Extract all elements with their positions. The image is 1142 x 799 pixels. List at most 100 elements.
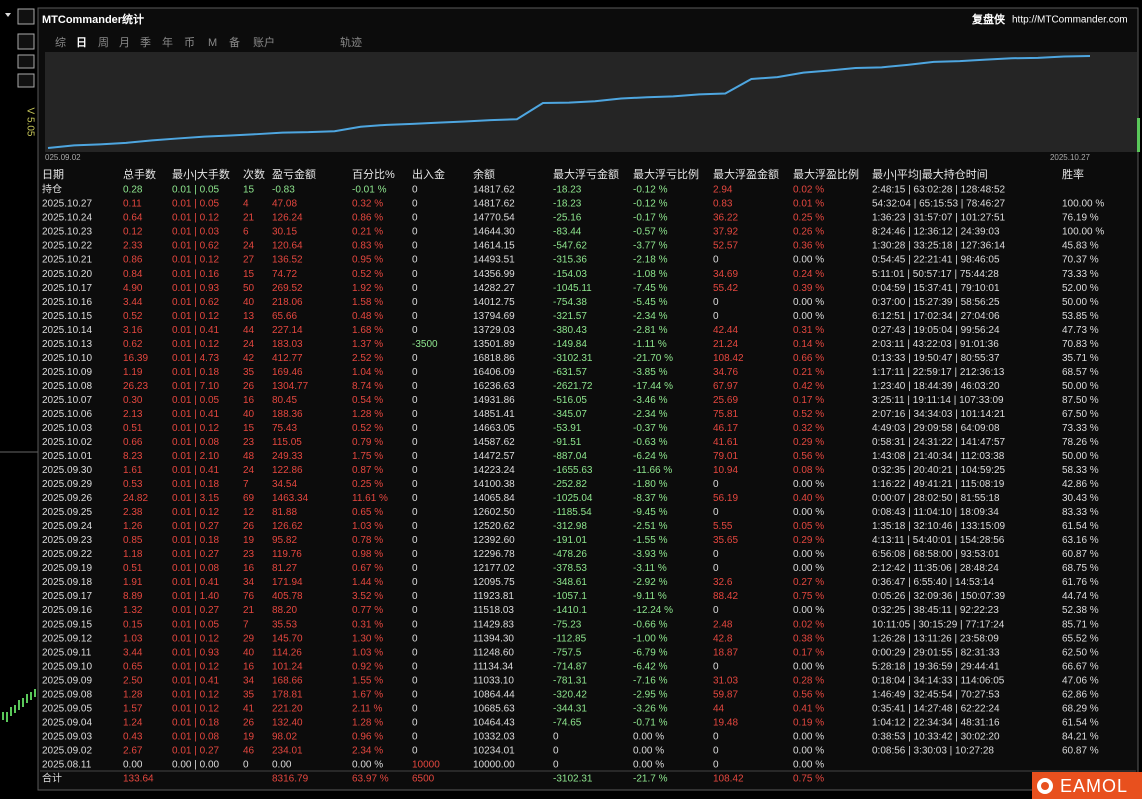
cell: -754.38: [553, 297, 587, 308]
cell: 37.92: [713, 227, 738, 238]
cell: 47.08: [272, 199, 297, 210]
cell: 41.61: [713, 437, 738, 448]
row-date: 2025.09.09: [42, 675, 92, 686]
cell: 7: [243, 479, 249, 490]
cell: 16: [243, 661, 255, 672]
cell: 1.91: [123, 577, 143, 588]
cell: 61.54 %: [1062, 717, 1099, 728]
cell: 53.85 %: [1062, 311, 1099, 322]
cell: -21.70 %: [633, 353, 673, 364]
cell: 1:16:22 | 49:41:21 | 115:08:19: [872, 479, 1005, 490]
cell: -6.24 %: [633, 451, 668, 462]
cell: 98.02: [272, 731, 297, 742]
tab[interactable]: 日: [76, 36, 87, 49]
cell: 16406.09: [473, 367, 515, 378]
cell: 0.21 %: [352, 227, 383, 238]
cell: 1:04:12 | 22:34:34 | 48:31:16: [872, 717, 1000, 728]
cell: 0: [412, 283, 418, 294]
cell: 171.94: [272, 577, 303, 588]
tab[interactable]: 综: [55, 35, 66, 49]
row-date: 2025.10.07: [42, 395, 92, 406]
cell: 1:23:40 | 18:44:39 | 46:03:20: [872, 381, 1000, 392]
cell: 0.62: [123, 339, 143, 350]
cell: 16: [243, 563, 255, 574]
column-header: 盈亏金额: [272, 167, 316, 181]
cell: 0:13:33 | 19:50:47 | 80:55:37: [872, 353, 1000, 364]
tab[interactable]: 备: [229, 35, 240, 49]
cell: 61.54 %: [1062, 521, 1099, 532]
cell: 0: [713, 661, 719, 672]
cell: -0.12 %: [633, 185, 668, 196]
tool-button[interactable]: [17, 33, 35, 50]
tab[interactable]: 年: [162, 35, 173, 49]
cell: 0.01 | 0.27: [172, 745, 220, 756]
cell: 101.24: [272, 661, 303, 672]
cell: 0:08:56 | 3:30:03 | 10:27:28: [872, 745, 994, 756]
row-date: 2025.10.09: [42, 367, 92, 378]
cell: 76: [243, 591, 255, 602]
tool-button[interactable]: [17, 73, 35, 88]
cell: -2.34 %: [633, 409, 668, 420]
cell: 4:49:03 | 29:09:58 | 64:09:08: [872, 423, 1000, 434]
cell: 76.19 %: [1062, 213, 1099, 224]
cell: -191.01: [553, 535, 587, 546]
cell: 1.28: [123, 689, 143, 700]
cell: 0.01 | 0.08: [172, 731, 220, 742]
cell: 405.78: [272, 591, 303, 602]
tool-button[interactable]: [17, 8, 35, 25]
url[interactable]: http://MTCommander.com: [1012, 15, 1128, 26]
cell: 14223.24: [473, 465, 515, 476]
cell: 249.33: [272, 451, 303, 462]
cell: 0: [412, 465, 418, 476]
cell: 1:26:28 | 13:11:26 | 23:58:09: [872, 633, 999, 644]
cell: 1.57: [123, 703, 143, 714]
cell: -0.37 %: [633, 423, 668, 434]
tab[interactable]: 月: [119, 37, 130, 49]
cell: -378.53: [553, 563, 587, 574]
cell: 50.00 %: [1062, 297, 1099, 308]
cell: -154.03: [553, 269, 587, 280]
cell: 12296.78: [473, 549, 515, 560]
tab[interactable]: 币: [184, 36, 195, 49]
cell: 30.43 %: [1062, 493, 1099, 504]
cell: 0.48 %: [352, 311, 383, 322]
cell: 0:08:43 | 11:04:10 | 18:09:34: [872, 507, 999, 518]
column-header: 最大浮亏比例: [633, 167, 699, 181]
row-date: 2025.10.14: [42, 325, 92, 336]
cell: 0: [412, 255, 418, 266]
total-label: 合计: [42, 771, 62, 784]
tab[interactable]: 账户: [253, 35, 275, 49]
cell: 0:38:53 | 10:33:42 | 30:02:20: [872, 731, 1000, 742]
row-date: 2025.10.15: [42, 311, 92, 322]
cell: 3:25:11 | 19:11:14 | 107:33:09: [872, 395, 1004, 406]
cell: -74.65: [553, 717, 582, 728]
cell: 0.21 %: [793, 367, 824, 378]
cell: -7.16 %: [633, 675, 668, 686]
cell: 1.92 %: [352, 283, 383, 294]
cell: 0.00 %: [633, 745, 664, 756]
cell: -757.5: [553, 647, 582, 658]
cell: 88.20: [272, 605, 297, 616]
cell: -75.23: [553, 619, 582, 630]
tool-button[interactable]: [17, 54, 35, 69]
cell: 14587.62: [473, 437, 515, 448]
cell: 1:46:49 | 32:45:54 | 70:27:53: [872, 689, 1000, 700]
tab[interactable]: 周: [98, 36, 109, 49]
cell: 0.43: [123, 731, 143, 742]
cell: 67.50 %: [1062, 409, 1099, 420]
cell: 0: [412, 493, 418, 504]
cell: 35.71 %: [1062, 353, 1099, 364]
cell: 0: [243, 759, 249, 770]
cell: 48: [243, 451, 255, 462]
menu-arrow[interactable]: [5, 13, 11, 17]
tab[interactable]: M: [208, 37, 217, 49]
tab[interactable]: 轨迹: [340, 35, 362, 49]
cell: 25.69: [713, 395, 738, 406]
cell: 21: [243, 213, 255, 224]
cell: 2:07:16 | 34:34:03 | 101:14:21: [872, 409, 1006, 420]
cell: 14472.57: [473, 451, 515, 462]
cell: 4.90: [123, 283, 143, 294]
cell: 45.83 %: [1062, 241, 1099, 252]
cell: -0.66 %: [633, 619, 668, 630]
tab[interactable]: 季: [140, 36, 151, 49]
